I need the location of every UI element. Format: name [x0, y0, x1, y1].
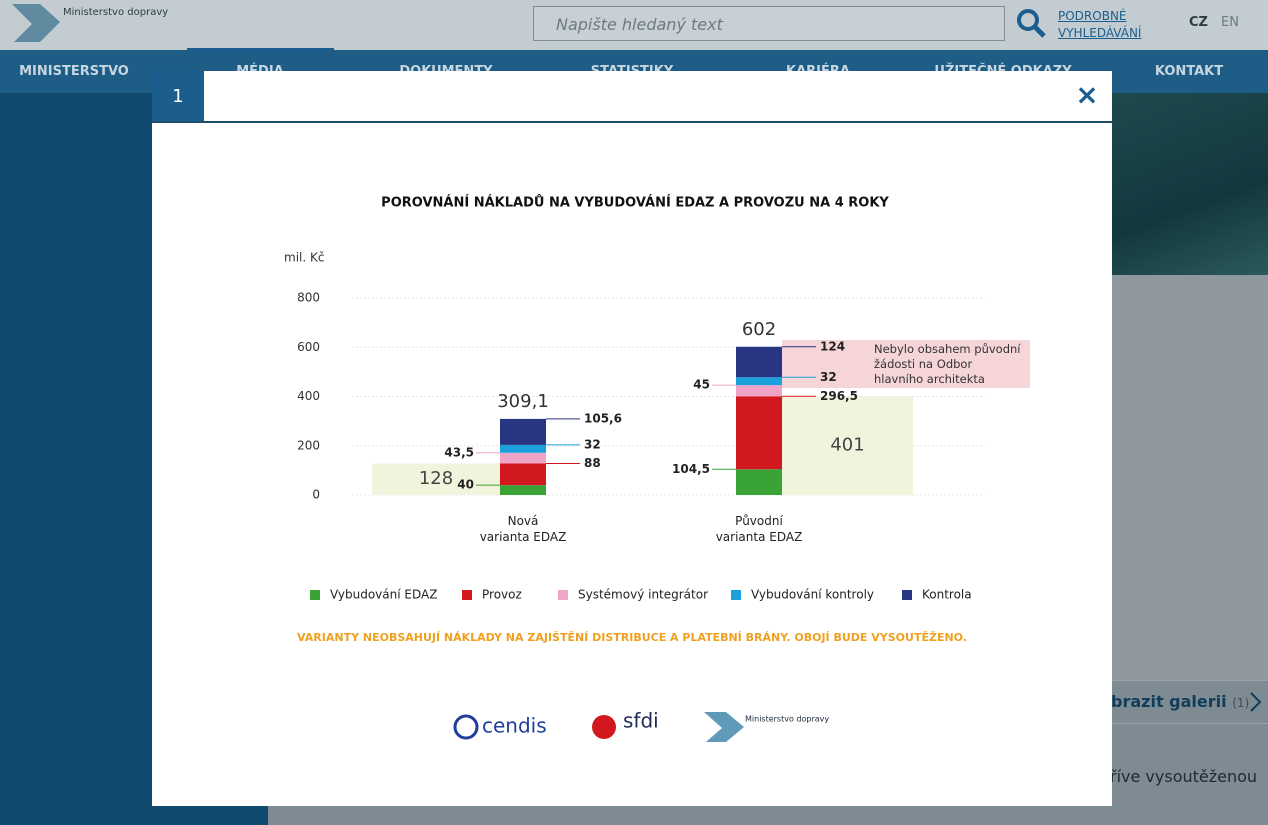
data-label: 45 — [693, 378, 710, 392]
legend-swatch — [558, 590, 568, 600]
legend-label: Systémový integrátor — [578, 588, 708, 602]
nav-item[interactable]: MINISTERSTVO — [19, 64, 129, 79]
legend-swatch — [310, 590, 320, 600]
nav-item[interactable]: KONTAKT — [1154, 64, 1224, 79]
close-button[interactable]: × — [1075, 78, 1099, 111]
legend-label: Vybudování EDAZ — [330, 588, 437, 602]
footnote: VARIANTY NEOBSAHUJÍ NÁKLADY NA ZAJIŠTĚNÍ… — [297, 631, 967, 644]
data-label: 296,5 — [820, 389, 858, 403]
bar-segment — [736, 377, 782, 386]
data-label: 40 — [457, 478, 474, 492]
modal — [152, 71, 1112, 806]
data-label: 124 — [820, 339, 845, 353]
modal-divider — [152, 121, 1112, 123]
y-tick-label: 400 — [297, 389, 320, 403]
x-tick-label: Nová varianta EDAZ — [479, 514, 567, 544]
bar-segment — [500, 444, 546, 453]
bar-segment — [500, 485, 546, 495]
y-tick-label: 200 — [297, 438, 320, 452]
logo-cendis: cendis — [453, 714, 547, 740]
legend-label: Kontrola — [922, 588, 972, 602]
logo-cendis-text: cendis — [482, 714, 547, 738]
nav-active-marker — [187, 48, 334, 52]
logo-text: Ministerstvo dopravy — [63, 7, 169, 18]
annotation: Nebylo obsahem původní žádosti na Odbor … — [874, 342, 1021, 386]
legend-swatch — [731, 590, 741, 600]
legend-label: Vybudování kontroly — [751, 588, 874, 602]
data-label: 105,6 — [584, 411, 622, 425]
gallery-link[interactable]: brazit galerii (1) — [1111, 692, 1249, 711]
gallery-count: (1) — [1232, 696, 1250, 710]
background-text: říve vysoutěženou — [1110, 767, 1258, 786]
y-tick-label: 0 — [312, 488, 320, 502]
advanced-search[interactable]: PODROBNÉ VYHLEDÁVÁNÍ — [1058, 9, 1142, 40]
bar-segment — [736, 346, 782, 378]
annotation-box — [782, 340, 1030, 388]
search-placeholder: Napište hledaný text — [556, 15, 723, 34]
y-tick-label: 600 — [297, 340, 320, 354]
bar-segment — [736, 396, 782, 470]
x-tick-label: Původní varianta EDAZ — [715, 514, 803, 544]
total-label: 602 — [742, 319, 776, 340]
data-label: 32 — [584, 437, 601, 451]
gallery-arrow[interactable] — [1246, 690, 1266, 714]
data-label: 32 — [820, 370, 837, 384]
logo-sfdi: sfdi — [592, 709, 659, 739]
bar-segment — [736, 469, 782, 495]
legend-label: Provoz — [482, 588, 522, 602]
lang-cz[interactable]: CZ — [1189, 15, 1208, 30]
legend-swatch — [462, 590, 472, 600]
reference-box — [782, 396, 913, 495]
legend-swatch — [902, 590, 912, 600]
reference-label: 128 — [419, 468, 453, 489]
background-photo — [1112, 93, 1268, 275]
gallery-link-text: brazit galerii — [1111, 692, 1227, 711]
bar-segment — [500, 463, 546, 486]
data-label: 88 — [584, 456, 601, 470]
logo-icon — [12, 4, 60, 42]
y-axis-title: mil. Kč — [284, 251, 324, 265]
gallery-row — [1112, 680, 1268, 724]
total-label: 309,1 — [497, 391, 549, 412]
bar-segment — [500, 418, 546, 445]
background-thumbnail — [1112, 275, 1268, 680]
lang-en[interactable]: EN — [1221, 15, 1239, 30]
bar-segment — [500, 452, 546, 464]
data-label: 43,5 — [444, 445, 474, 459]
logo-sfdi-text: sfdi — [623, 709, 659, 733]
chart-title: POROVNÁNÍ NÁKLADŮ NA VYBUDOVÁNÍ EDAZ A P… — [381, 195, 889, 211]
reference-box — [372, 463, 500, 495]
y-tick-label: 800 — [297, 291, 320, 305]
logo-md-text: Ministerstvo dopravy — [745, 715, 829, 724]
bar-segment — [736, 385, 782, 397]
reference-label: 401 — [830, 435, 864, 456]
logo-md: Ministerstvo dopravy — [704, 712, 829, 742]
search-box[interactable]: Napište hledaný text — [533, 6, 1005, 41]
search-icon[interactable] — [1014, 6, 1048, 40]
modal-index: 1 — [152, 71, 204, 121]
data-label: 104,5 — [672, 462, 710, 476]
